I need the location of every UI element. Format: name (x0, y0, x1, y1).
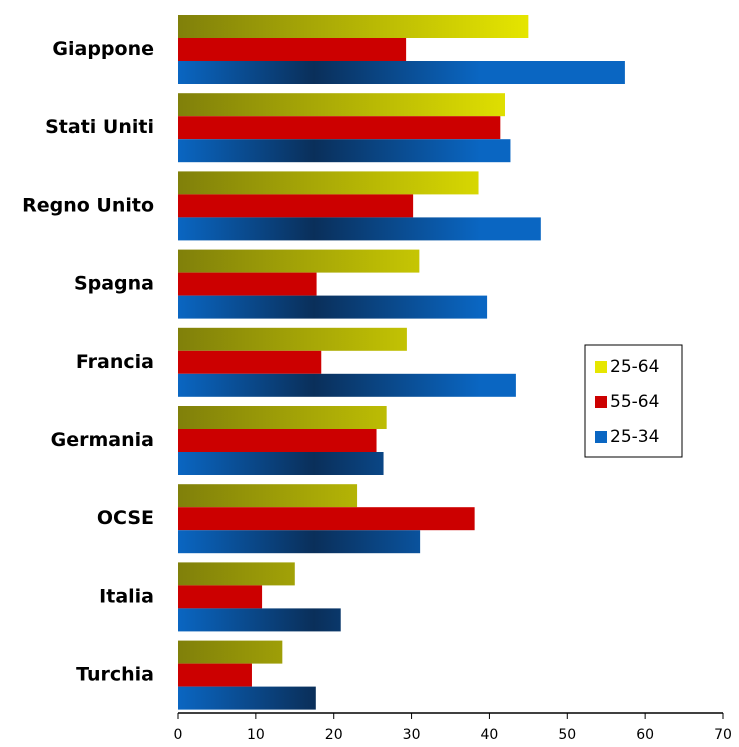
bar (178, 484, 358, 508)
x-tick-label: 60 (636, 727, 654, 743)
bar (178, 139, 511, 163)
bar (178, 38, 407, 61)
bar (178, 406, 387, 429)
bar (178, 507, 475, 531)
bar (178, 640, 283, 664)
bar (178, 663, 252, 687)
x-tick-label: 70 (714, 727, 732, 743)
bar (178, 217, 541, 241)
y-tick-label: Stati Uniti (45, 116, 154, 138)
x-tick-label: 0 (174, 727, 183, 743)
y-tick-label: Turchia (76, 664, 154, 686)
y-tick-label: Spagna (74, 273, 154, 295)
bar (178, 562, 295, 586)
legend-swatch (595, 361, 607, 373)
y-tick-label: Francia (76, 351, 154, 373)
legend-label: 25-34 (610, 427, 659, 447)
legend-label: 55-64 (610, 392, 659, 412)
bar (178, 93, 505, 117)
bar (178, 686, 316, 710)
bar (178, 373, 516, 397)
y-tick-label: Regno Unito (22, 194, 154, 216)
bar (178, 171, 479, 195)
x-tick-label: 40 (481, 727, 499, 743)
x-tick-label: 10 (247, 727, 265, 743)
bar (178, 350, 322, 374)
bar (178, 295, 488, 319)
bar (178, 429, 377, 452)
bar (178, 116, 501, 140)
y-tick-label: OCSE (97, 507, 154, 529)
bar (178, 327, 407, 351)
x-tick-label: 30 (403, 727, 421, 743)
bar (178, 608, 341, 632)
x-tick-label: 20 (325, 727, 343, 743)
legend-label: 25-64 (610, 357, 659, 377)
bar (178, 530, 421, 554)
bar (178, 249, 420, 273)
legend-swatch (595, 431, 607, 443)
bar (178, 272, 317, 296)
legend-swatch (595, 396, 607, 408)
bar (178, 194, 414, 218)
x-tick-label: 50 (558, 727, 576, 743)
bar (178, 585, 263, 609)
bar (178, 15, 529, 38)
y-tick-label: Germania (51, 429, 154, 451)
y-tick-label: Giappone (52, 38, 154, 60)
bar (178, 452, 384, 475)
bar (178, 61, 625, 84)
y-tick-label: Italia (99, 585, 154, 607)
